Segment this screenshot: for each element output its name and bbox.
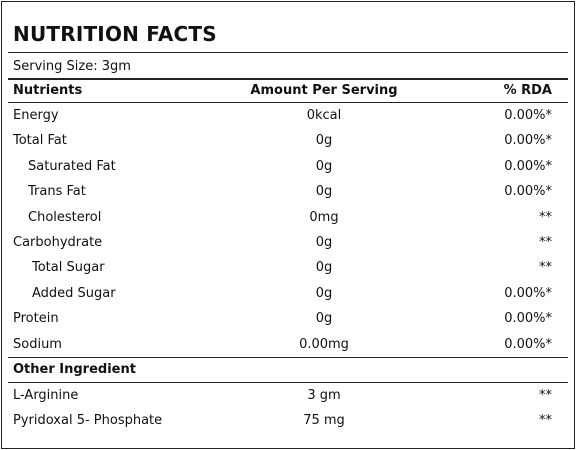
- table-cell: **: [539, 388, 552, 403]
- table-cell: 0.00%*: [504, 133, 552, 149]
- section-heading: Other Ingredient: [13, 362, 136, 377]
- table-cell: 0g: [315, 260, 333, 276]
- table-row: Saturated Fat 0g 0.00%*: [2, 159, 574, 175]
- table-cell: **: [539, 413, 552, 429]
- serving-size: Serving Size: 3gm: [13, 59, 131, 74]
- table-cell: Energy: [13, 108, 59, 123]
- table-row: Energy 0kcal 0.00%*: [2, 108, 574, 124]
- table-cell: Saturated Fat: [28, 158, 116, 174]
- table-cell: L-Arginine: [13, 388, 79, 403]
- header-cell: Nutrients: [13, 83, 83, 98]
- divider: [8, 102, 568, 103]
- table-cell: Carbohydrate: [13, 235, 103, 250]
- table-cell: 3 gm: [307, 388, 341, 403]
- table-cell: 0.00%*: [504, 158, 552, 174]
- table-cell: 75 mg: [303, 413, 345, 429]
- table-cell: **: [539, 260, 552, 276]
- divider: [8, 78, 568, 80]
- table-cell: Pyridoxal 5- Phosphate: [13, 413, 163, 429]
- table-row: Total Fat 0g 0.00%*: [2, 133, 574, 149]
- divider: [8, 382, 568, 383]
- table-cell: 0g: [315, 235, 333, 250]
- divider: [8, 357, 568, 358]
- table-cell: 0.00%*: [504, 184, 552, 200]
- table-cell: 0.00%*: [504, 336, 552, 352]
- header-cell: % RDA: [503, 83, 552, 98]
- table-cell: 0g: [315, 311, 333, 327]
- table-cell: **: [539, 209, 552, 225]
- table-cell: 0kcal: [306, 108, 342, 123]
- table-row: Added Sugar 0g 0.00%*: [2, 286, 574, 302]
- header-cell: Amount Per Serving: [250, 83, 398, 98]
- table-row: Protein 0g 0.00%*: [2, 311, 574, 327]
- table-cell: 0g: [315, 285, 333, 301]
- table-cell: Sodium: [13, 336, 62, 352]
- table-cell: Protein: [13, 311, 59, 327]
- table-row: Trans Fat 0g 0.00%*: [2, 184, 574, 200]
- divider: [8, 52, 568, 53]
- table-cell: Added Sugar: [32, 285, 116, 301]
- table-cell: 0.00%*: [504, 311, 552, 327]
- table-cell: 0.00mg: [299, 336, 349, 352]
- table-cell: 0mg: [309, 209, 339, 225]
- table-cell: 0g: [315, 133, 333, 149]
- table-cell: 0.00%*: [504, 108, 552, 123]
- table-cell: 0.00%*: [504, 285, 552, 301]
- table-cell: Total Sugar: [32, 260, 105, 276]
- table-cell: Trans Fat: [28, 184, 86, 200]
- table-cell: Total Fat: [13, 133, 67, 149]
- table-row: Pyridoxal 5- Phosphate 75 mg **: [2, 413, 574, 429]
- table-cell: Cholesterol: [28, 209, 102, 225]
- table-row: Carbohydrate 0g **: [2, 235, 574, 251]
- table-row: Total Sugar 0g **: [2, 260, 574, 276]
- table-cell: 0g: [315, 158, 333, 174]
- table-row: Cholesterol 0mg **: [2, 210, 574, 226]
- table-cell: **: [539, 235, 552, 250]
- header-row: Nutrients Amount Per Serving % RDA: [2, 83, 574, 99]
- table-row: Sodium 0.00mg 0.00%*: [2, 337, 574, 353]
- table-row: L-Arginine 3 gm **: [2, 388, 574, 404]
- table-cell: 0g: [315, 184, 333, 200]
- title: NUTRITION FACTS: [13, 22, 217, 46]
